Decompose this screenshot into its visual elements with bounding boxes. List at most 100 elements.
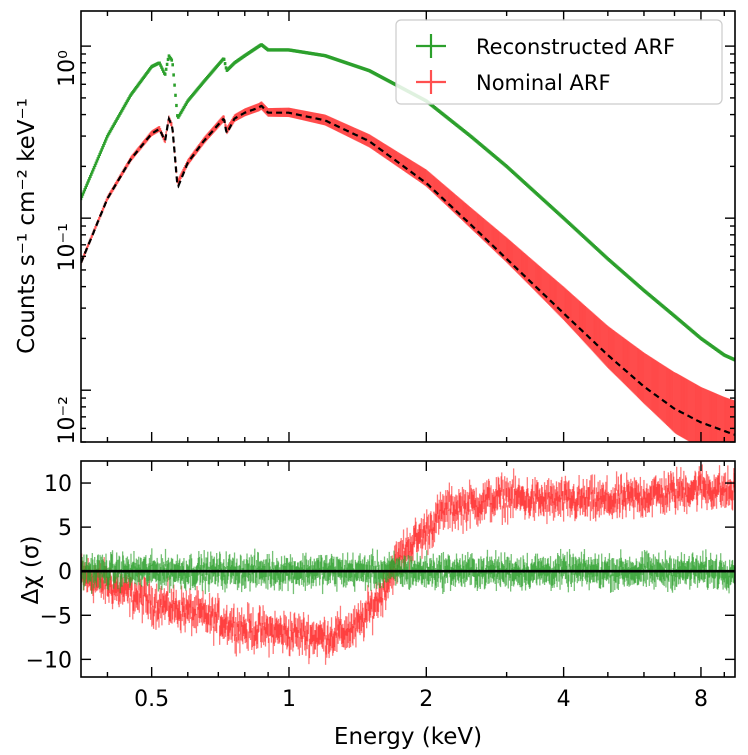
reconstructed-point-88 <box>162 69 165 73</box>
reconstructed-point-36 <box>113 121 116 125</box>
spectrum-panel: 10⁰ 10⁻¹ 10⁻² Counts s⁻¹ cm⁻² keV⁻¹ Reco… <box>14 10 736 444</box>
residual-ytick-label-minus10: −10 <box>26 648 72 673</box>
reconstructed-point-23 <box>101 146 104 150</box>
reconstructed-point-49 <box>125 100 129 104</box>
reconstructed-point-39 <box>116 116 119 121</box>
reconstructed-point-155 <box>224 66 228 70</box>
reconstructed-point-30 <box>107 131 111 135</box>
legend-label-reconstructed: Reconstructed ARF <box>476 35 675 59</box>
residuals-y-axis-label: Δχ (σ) <box>18 536 44 605</box>
reconstructed-point-85 <box>159 63 162 67</box>
residuals-ticks <box>81 461 735 677</box>
reconstructed-point-107 <box>179 110 183 115</box>
series-nominal-arf <box>81 101 735 442</box>
spectrum-ticks <box>81 11 735 443</box>
xtick-label-8: 8 <box>694 687 708 712</box>
reconstructed-point-18 <box>96 157 100 161</box>
residuals-axes-frame <box>80 460 736 678</box>
reconstructed-point-112 <box>184 102 188 106</box>
reconstructed-point-105 <box>177 114 181 118</box>
reconstructed-point-37 <box>114 120 117 124</box>
legend: Reconstructed ARF Nominal ARF <box>395 19 723 105</box>
reconstructed-point-102 <box>175 103 178 108</box>
reconstructed-point-19 <box>97 154 101 159</box>
reconstructed-point-113 <box>185 101 189 105</box>
reconstructed-point-90 <box>163 72 167 76</box>
reconstructed-point-21 <box>99 150 102 154</box>
reconstructed-point-7 <box>86 181 89 185</box>
reconstructed-point-101 <box>174 93 177 97</box>
reconstructed-point-44 <box>120 108 124 112</box>
reconstructed-point-84 <box>158 61 161 65</box>
reconstructed-point-13 <box>91 168 95 172</box>
residual-series-reconstructed-arf <box>81 548 735 595</box>
reconstructed-point-16 <box>94 161 98 165</box>
reconstructed-point-86 <box>160 65 163 69</box>
reconstructed-point-87 <box>161 67 164 71</box>
reconstructed-point-25 <box>103 141 106 145</box>
residual-ytick-label-10: 10 <box>44 472 72 497</box>
reconstructed-point-45 <box>121 106 125 111</box>
reconstructed-point-15 <box>93 163 97 168</box>
reconstructed-point-98 <box>171 63 174 67</box>
reconstructed-point-24 <box>102 143 105 148</box>
reconstructed-point-22 <box>100 148 103 152</box>
reconstructed-point-27 <box>104 137 108 141</box>
residual-ytick-label-5: 5 <box>58 516 72 541</box>
reconstructed-point-4 <box>83 188 87 192</box>
reconstructed-point-154 <box>223 62 227 66</box>
reconstructed-point-111 <box>183 104 187 108</box>
reconstructed-point-17 <box>95 159 99 163</box>
reconstructed-point-20 <box>98 152 102 156</box>
reconstructed-point-38 <box>115 118 118 122</box>
reconstructed-point-33 <box>110 126 114 130</box>
ytick-label-0.01: 10⁻² <box>55 396 80 444</box>
ytick-label-0.1: 10⁻¹ <box>55 223 80 271</box>
reconstructed-point-28 <box>105 135 109 139</box>
residuals-panel: 10 5 0 −5 −10 Δχ (σ) 0.5 1 2 4 8 Energy … <box>18 460 736 750</box>
spectrum-plot-area <box>81 43 735 442</box>
reconstructed-point-108 <box>180 109 184 113</box>
reconstructed-point-99 <box>172 73 175 77</box>
legend-marker-nominal <box>416 70 446 94</box>
reconstructed-point-31 <box>108 129 112 134</box>
reconstructed-point-110 <box>182 105 186 110</box>
legend-marker-reconstructed <box>416 34 446 58</box>
ytick-label-1: 10⁰ <box>55 50 80 87</box>
reconstructed-point-1 <box>81 194 84 198</box>
reconstructed-point-42 <box>118 111 122 116</box>
reconstructed-point-34 <box>111 125 115 129</box>
reconstructed-point-153 <box>222 57 226 61</box>
reconstructed-point-91 <box>164 67 168 71</box>
reconstructed-point-104 <box>177 115 180 119</box>
spectrum-y-axis-label: Counts s⁻¹ cm⁻² keV⁻¹ <box>14 98 40 354</box>
reconstructed-point-48 <box>124 101 128 106</box>
reconstructed-point-6 <box>85 183 88 187</box>
reconstructed-point-92 <box>165 62 169 66</box>
xtick-label-0.5: 0.5 <box>134 687 169 712</box>
reconstructed-point-43 <box>119 110 123 114</box>
xtick-label-4: 4 <box>557 687 571 712</box>
residual-series-nominal-arf <box>81 464 735 665</box>
reconstructed-point-9 <box>88 177 91 181</box>
reconstructed-point-14 <box>92 166 96 170</box>
legend-box <box>395 19 723 105</box>
reconstructed-point-12 <box>90 170 94 174</box>
reconstructed-point-46 <box>122 105 126 109</box>
residuals-plot-area <box>81 464 735 665</box>
reconstructed-point-93 <box>166 57 170 62</box>
reconstructed-point-35 <box>112 123 116 127</box>
reconstructed-point-26 <box>104 139 107 143</box>
x-axis-label: Energy (keV) <box>334 724 482 750</box>
residual-ytick-label-minus5: −5 <box>40 604 72 629</box>
reconstructed-point-41 <box>118 113 121 117</box>
model-line <box>81 104 735 436</box>
reconstructed-point-51 <box>127 97 131 101</box>
reconstructed-point-100 <box>173 83 176 87</box>
xtick-label-2: 2 <box>419 687 433 712</box>
reconstructed-point-47 <box>123 103 127 107</box>
reconstructed-point-32 <box>109 128 113 132</box>
reconstructed-point-11 <box>89 172 93 176</box>
reconstructed-point-10 <box>89 174 92 179</box>
